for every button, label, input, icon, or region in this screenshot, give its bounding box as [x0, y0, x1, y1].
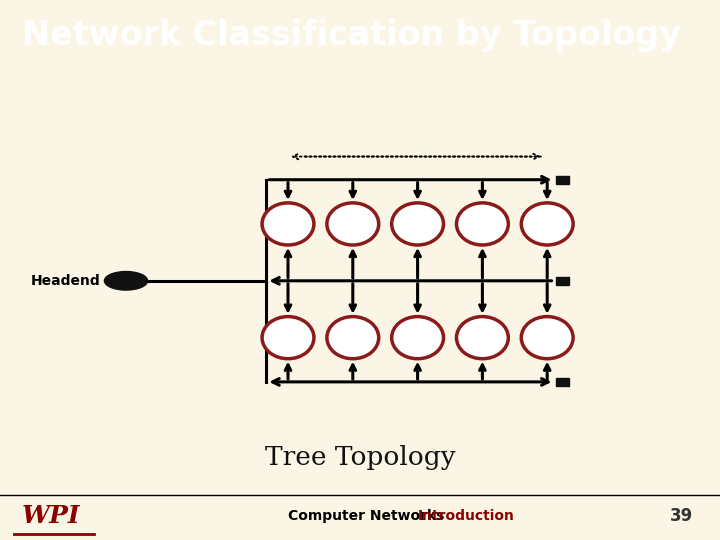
Bar [556, 277, 569, 285]
Ellipse shape [262, 203, 314, 245]
Ellipse shape [327, 203, 379, 245]
Bar [556, 378, 569, 386]
Ellipse shape [392, 203, 444, 245]
Ellipse shape [392, 316, 444, 359]
Ellipse shape [521, 316, 573, 359]
Ellipse shape [456, 203, 508, 245]
Text: Introduction: Introduction [418, 509, 515, 523]
Text: Tree Topology: Tree Topology [265, 445, 455, 470]
Ellipse shape [104, 272, 148, 290]
Ellipse shape [262, 316, 314, 359]
Text: Headend: Headend [31, 274, 101, 288]
Text: Network Classification by Topology: Network Classification by Topology [22, 18, 680, 52]
Ellipse shape [327, 316, 379, 359]
Text: 39: 39 [670, 507, 693, 525]
Text: Computer Networks: Computer Networks [288, 509, 444, 523]
Bar [556, 176, 569, 184]
Ellipse shape [521, 203, 573, 245]
Text: WPI: WPI [22, 504, 80, 528]
Ellipse shape [456, 316, 508, 359]
